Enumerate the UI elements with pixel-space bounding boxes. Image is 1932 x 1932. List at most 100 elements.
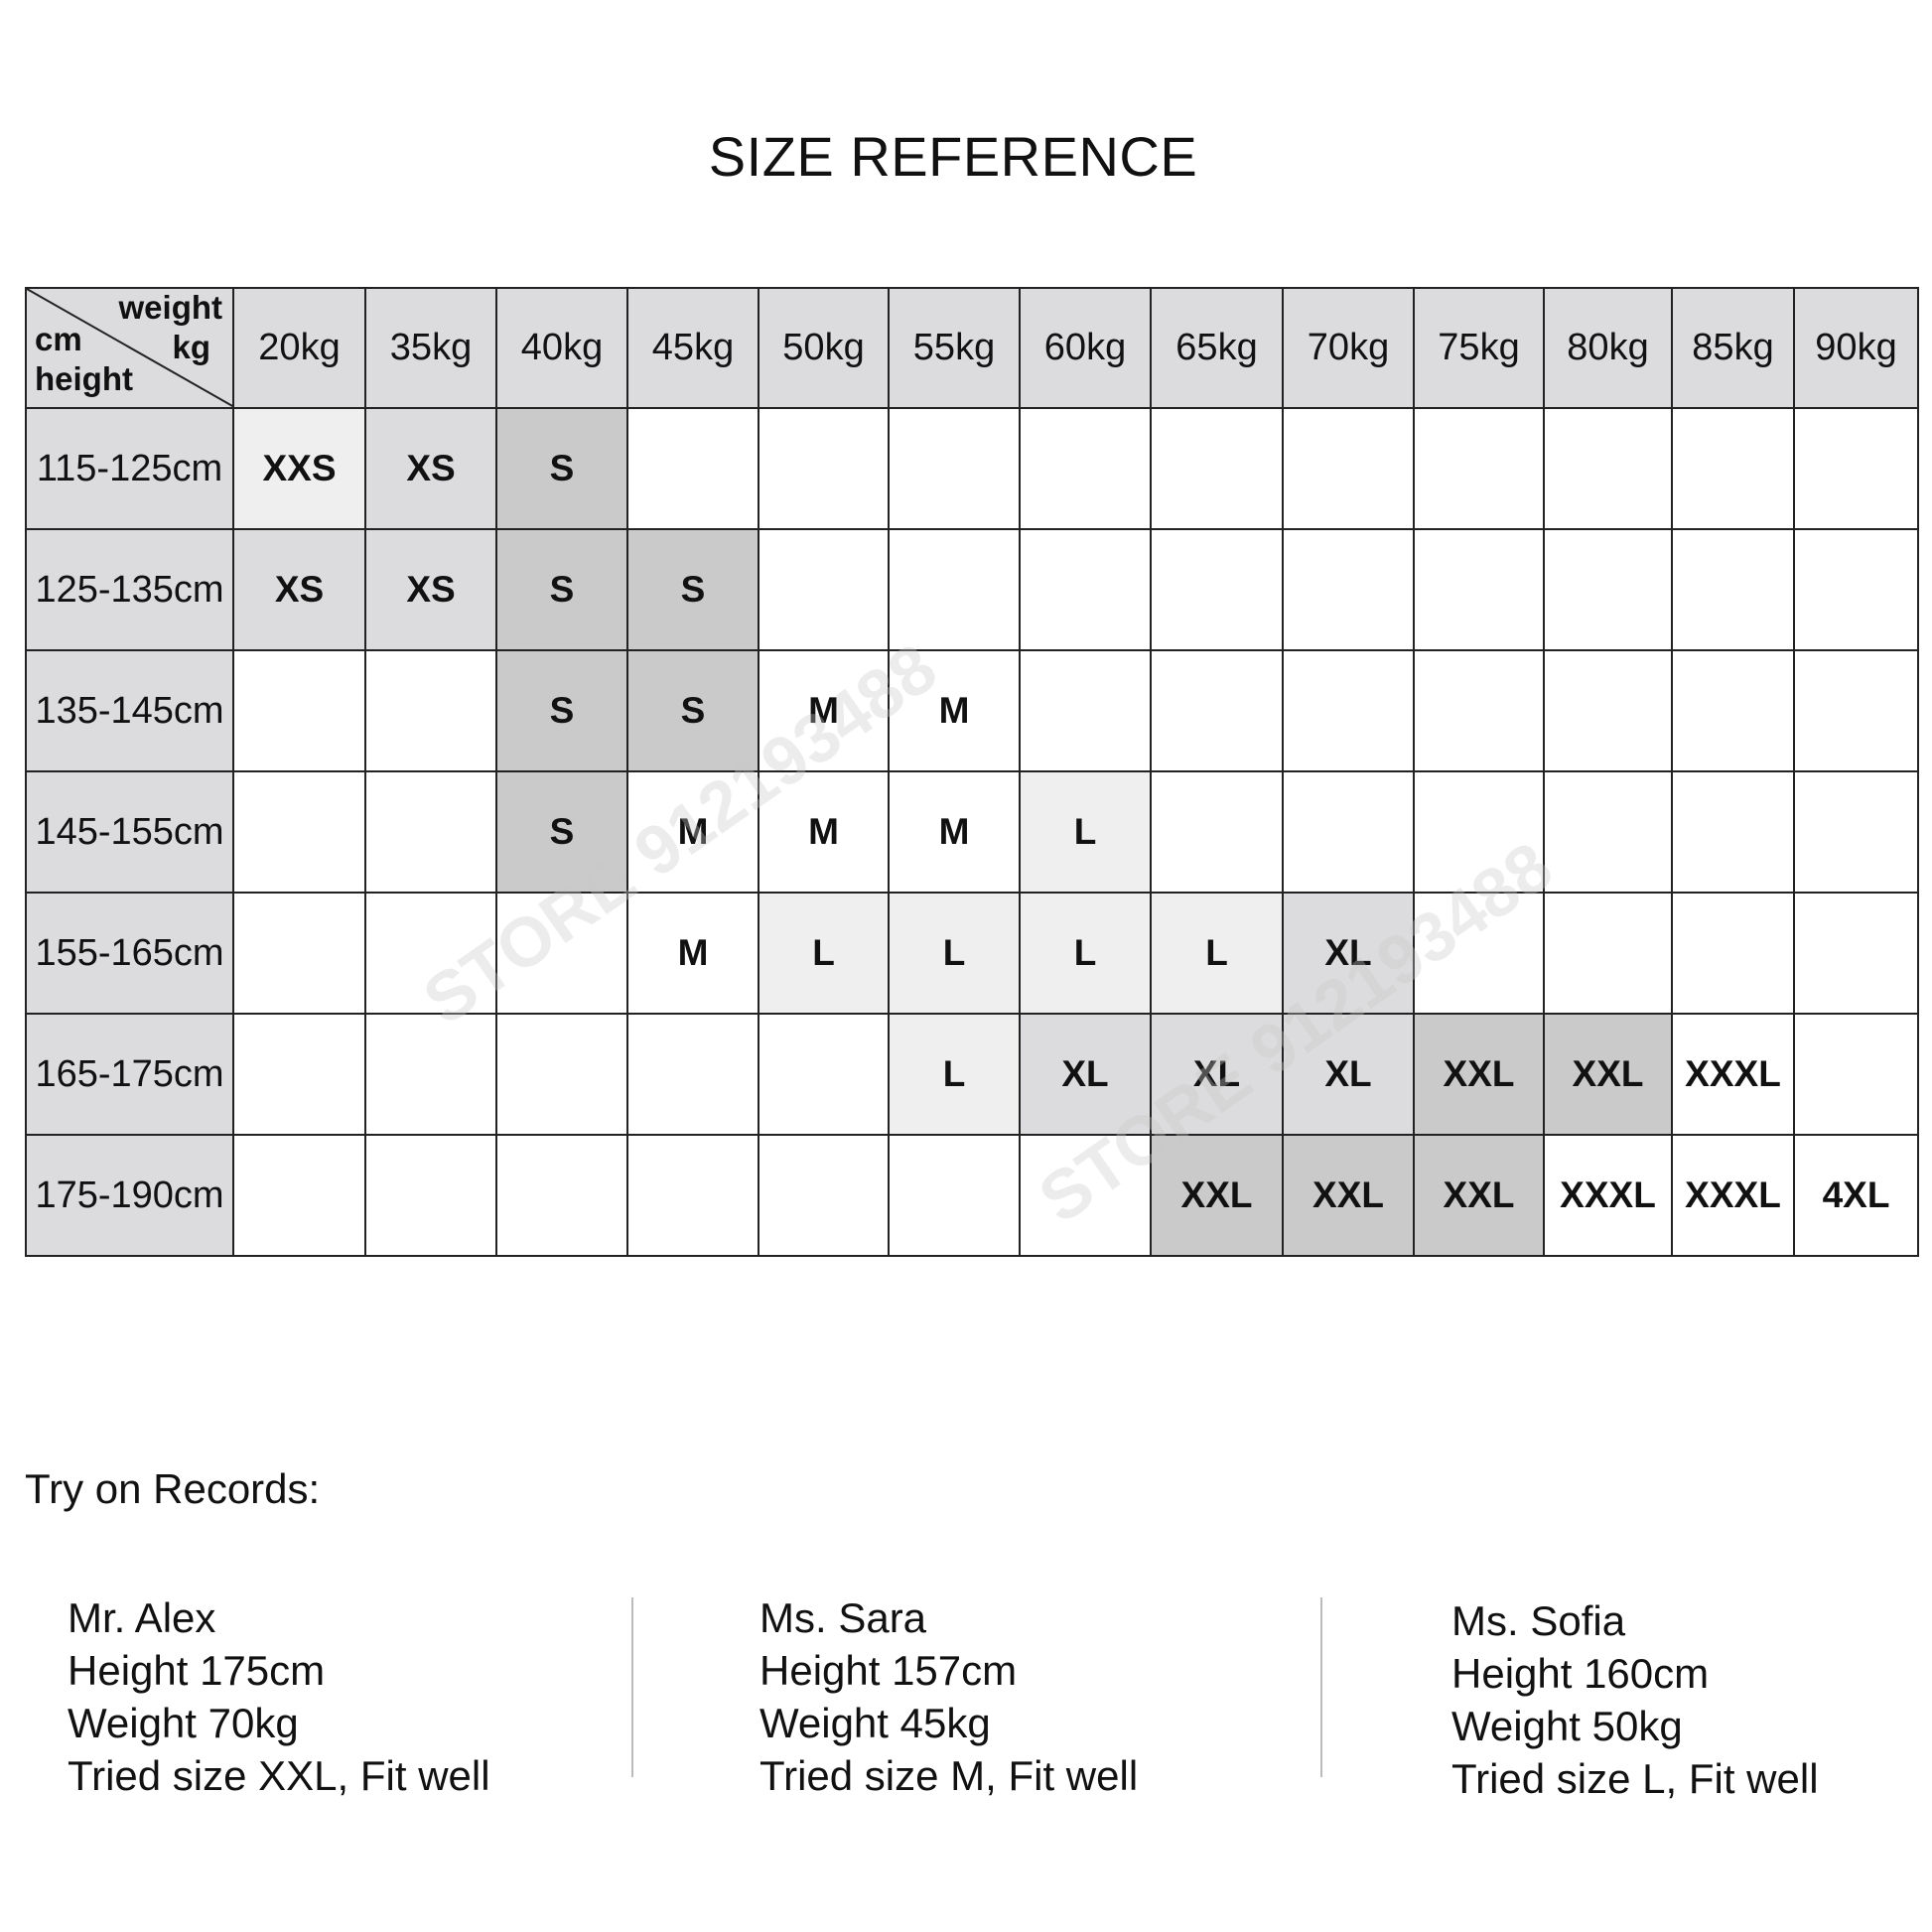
height-header: 115-125cm xyxy=(25,407,234,530)
size-cell xyxy=(1793,649,1919,772)
table-row: 155-165cm M L L L L XL xyxy=(25,892,1919,1015)
record-weight: Weight 45kg xyxy=(759,1700,991,1746)
size-cell xyxy=(1793,1013,1919,1136)
size-cell: L xyxy=(1150,892,1284,1015)
size-cell xyxy=(495,1013,628,1136)
size-cell: XL xyxy=(1282,892,1415,1015)
size-cell xyxy=(495,1134,628,1257)
size-cell xyxy=(1671,528,1795,651)
weight-header: 75kg xyxy=(1413,287,1545,409)
size-cell: M xyxy=(888,770,1021,894)
size-cell: XXL xyxy=(1413,1013,1545,1136)
size-cell: XL xyxy=(1150,1013,1284,1136)
record-result: Tried size L, Fit well xyxy=(1451,1755,1819,1802)
weight-header: 70kg xyxy=(1282,287,1415,409)
size-cell xyxy=(1282,770,1415,894)
try-on-record: Mr. Alex Height 175cm Weight 70kg Tried siz… xyxy=(68,1591,490,1802)
weight-header: 90kg xyxy=(1793,287,1919,409)
corner-cell: weight kg cm height xyxy=(25,287,234,409)
size-cell xyxy=(758,528,890,651)
size-cell xyxy=(1413,649,1545,772)
weight-header: 60kg xyxy=(1019,287,1152,409)
size-cell xyxy=(626,1013,759,1136)
size-cell xyxy=(1019,649,1152,772)
size-cell xyxy=(1543,649,1673,772)
size-cell: S xyxy=(495,649,628,772)
record-height: Height 160cm xyxy=(1451,1650,1710,1697)
table-row: 115-125cm XXS XS S xyxy=(25,407,1919,530)
size-cell: XXXL xyxy=(1543,1134,1673,1257)
height-header: 135-145cm xyxy=(25,649,234,772)
try-on-record: Ms. Sofia Height 160cm Weight 50kg Tried si… xyxy=(1451,1594,1819,1805)
size-cell xyxy=(1671,649,1795,772)
table-row: 145-155cm S M M M L xyxy=(25,770,1919,894)
size-cell xyxy=(364,1134,497,1257)
size-cell: XXS xyxy=(232,407,366,530)
size-cell xyxy=(1150,770,1284,894)
table-row: 165-175cm L XL XL XL XXL XXL XXXL xyxy=(25,1013,1919,1136)
size-cell xyxy=(888,528,1021,651)
page-title: SIZE REFERENCE xyxy=(708,125,1198,188)
size-cell xyxy=(1413,770,1545,894)
size-cell: XXXL xyxy=(1671,1134,1795,1257)
size-cell: L xyxy=(888,1013,1021,1136)
size-cell xyxy=(626,407,759,530)
size-cell: M xyxy=(758,649,890,772)
size-cell xyxy=(1150,649,1284,772)
divider xyxy=(1320,1597,1322,1777)
size-cell xyxy=(495,892,628,1015)
record-weight: Weight 70kg xyxy=(68,1700,299,1746)
record-name: Ms. Sofia xyxy=(1451,1597,1626,1644)
record-height: Height 157cm xyxy=(759,1647,1018,1694)
size-cell xyxy=(364,770,497,894)
size-cell: XS xyxy=(364,528,497,651)
weight-header: 85kg xyxy=(1671,287,1795,409)
weight-header: 80kg xyxy=(1543,287,1673,409)
height-header: 155-165cm xyxy=(25,892,234,1015)
size-cell xyxy=(364,1013,497,1136)
size-cell xyxy=(758,407,890,530)
size-cell xyxy=(1543,407,1673,530)
record-name: Mr. Alex xyxy=(68,1594,216,1641)
size-cell xyxy=(1413,528,1545,651)
size-cell xyxy=(232,770,366,894)
header-row: weight kg cm height 20kg 35kg 40kg 45kg 50kg… xyxy=(25,287,1919,409)
height-header: 175-190cm xyxy=(25,1134,234,1257)
size-cell xyxy=(758,1013,890,1136)
weight-header: 20kg xyxy=(232,287,366,409)
height-header: 145-155cm xyxy=(25,770,234,894)
size-cell: S xyxy=(626,649,759,772)
size-cell xyxy=(1019,528,1152,651)
size-cell xyxy=(1671,892,1795,1015)
height-header: 165-175cm xyxy=(25,1013,234,1136)
size-cell xyxy=(888,1134,1021,1257)
size-cell: S xyxy=(495,528,628,651)
size-cell xyxy=(1282,528,1415,651)
size-cell: 4XL xyxy=(1793,1134,1919,1257)
size-cell xyxy=(626,1134,759,1257)
size-cell: XXL xyxy=(1150,1134,1284,1257)
try-on-record: Ms. Sara Height 157cm Weight 45kg Tried siz… xyxy=(759,1591,1138,1802)
size-cell: XS xyxy=(232,528,366,651)
size-cell xyxy=(1543,892,1673,1015)
cm-label: cm xyxy=(35,321,82,357)
height-label: height xyxy=(35,360,133,397)
weight-header: 50kg xyxy=(758,287,890,409)
record-name: Ms. Sara xyxy=(759,1594,927,1641)
size-cell: XXL xyxy=(1413,1134,1545,1257)
size-cell xyxy=(1150,407,1284,530)
weight-label: weight xyxy=(118,289,223,326)
size-cell: XL xyxy=(1019,1013,1152,1136)
size-cell xyxy=(364,649,497,772)
size-cell xyxy=(1793,770,1919,894)
weight-header: 35kg xyxy=(364,287,497,409)
weight-header: 55kg xyxy=(888,287,1021,409)
size-cell: L xyxy=(758,892,890,1015)
table-row: 135-145cm S S M M xyxy=(25,649,1919,772)
size-cell xyxy=(1543,770,1673,894)
record-result: Tried size XXL, Fit well xyxy=(68,1752,490,1799)
size-cell xyxy=(1019,407,1152,530)
kg-label: kg xyxy=(172,329,210,365)
size-cell: L xyxy=(1019,770,1152,894)
size-cell: L xyxy=(888,892,1021,1015)
